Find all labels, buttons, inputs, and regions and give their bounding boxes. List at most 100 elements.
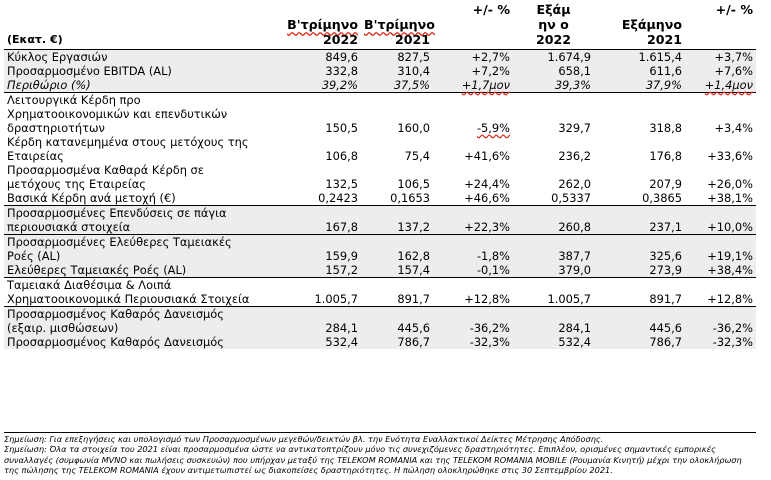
- cell-value: 1.005,7: [261, 277, 361, 307]
- table-row: Προσαρμοσμένες Επενδύσεις σε πάγια περιο…: [4, 205, 756, 235]
- table-row: Ταμειακά Διαθέσιμα & Λοιπά Χρηματοοικονο…: [4, 277, 756, 307]
- row-label: Προσαρμοσμένος Καθαρός Δανεισμός (εξαιρ.…: [4, 306, 261, 335]
- cell-value: +41,6%: [464, 149, 510, 163]
- cell-value: +1,7μον: [433, 78, 513, 93]
- row-label: Περιθώριο (%): [4, 78, 261, 93]
- cell-value: 387,7: [513, 234, 594, 263]
- row-label: Ταμειακά Διαθέσιμα & Λοιπά Χρηματοοικονο…: [4, 277, 261, 307]
- row-label: Βασικά Κέρδη ανά μετοχή (€): [7, 191, 176, 205]
- cell-value: 37,9%: [594, 78, 685, 93]
- cell-value: +2,7%: [433, 49, 513, 64]
- cell-value: 284,1: [513, 306, 594, 335]
- cell-value: 167,8: [261, 205, 361, 235]
- cell-value: +12,8%: [433, 277, 513, 307]
- table-row: Ελεύθερες Ταμειακές Ροές (AL) 157,2 157,…: [4, 263, 756, 278]
- row-label: Προσαρμοσμένες Ελεύθερες Ταμειακές Ροές …: [4, 234, 261, 263]
- cell-value: 260,8: [513, 205, 594, 235]
- cell-value: 37,5%: [361, 78, 433, 93]
- cell-value: 237,1: [594, 205, 685, 235]
- cell-value: 849,6: [261, 49, 361, 64]
- table-row: Λειτουργικά Κέρδη προ Χρηματοοικονομικών…: [4, 92, 756, 135]
- cell-value: 176,8: [649, 149, 682, 163]
- cell-value: 137,2: [361, 205, 433, 235]
- cell-value: -1,8%: [433, 234, 513, 263]
- cell-value: 1.005,7: [513, 277, 594, 307]
- header-row: (Εκατ. €) Β'τρίμηνο 2022 Β'τρίμηνο 2021 +/…: [4, 2, 756, 50]
- cell-value: 106,5: [397, 177, 430, 191]
- table-row: Κύκλος Εργασιών 849,6 827,5 +2,7% 1.674,…: [4, 49, 756, 64]
- cell-value: +19,1%: [685, 234, 756, 263]
- table-row: Προσαρμοσμένος Καθαρός Δανεισμός (εξαιρ.…: [4, 306, 756, 335]
- cell-value: +7,6%: [685, 64, 756, 78]
- table-row: Κέρδη κατανεμημένα στους μετόχους της Ετ…: [4, 135, 756, 163]
- cell-value: 0,2423: [318, 191, 358, 205]
- row-label: Ελεύθερες Ταμειακές Ροές (AL): [4, 263, 261, 278]
- col-header-h-change: +/- %: [685, 2, 756, 50]
- cell-value: 39,3%: [513, 78, 594, 93]
- cell-value: 332,8: [261, 64, 361, 78]
- cell-value: -32,3%: [685, 335, 756, 349]
- cell-value: 1.674,9: [513, 49, 594, 64]
- cell-value: 106,8: [325, 149, 358, 163]
- cell-value: +3,7%: [685, 49, 756, 64]
- cell-value: +26,0%: [707, 177, 753, 191]
- cell-value: -32,3%: [433, 335, 513, 349]
- cell-value: +12,8%: [685, 277, 756, 307]
- cell-value: +3,4%: [685, 92, 756, 135]
- cell-value: +7,2%: [433, 64, 513, 78]
- table-row: Προσαρμοσμένος Καθαρός Δανεισμός 532,4 7…: [4, 335, 756, 349]
- row-label: Προσαρμοσμένος Καθαρός Δανεισμός: [4, 335, 261, 349]
- cell-value: 786,7: [594, 335, 685, 349]
- cell-value: 445,6: [594, 306, 685, 335]
- cell-value: 39,2%: [261, 78, 361, 93]
- cell-value: +22,3%: [433, 205, 513, 235]
- row-label: Λειτουργικά Κέρδη προ Χρηματοοικονομικών…: [4, 92, 261, 135]
- col-header-q2-2021: Β'τρίμηνο 2021: [361, 2, 435, 50]
- footnote: Σημείωση: Για επεξηγήσεις και υπολογισμό…: [4, 434, 604, 444]
- cell-value: 273,9: [594, 263, 685, 278]
- cell-value: +46,6%: [464, 191, 510, 205]
- cell-value: -36,2%: [685, 306, 756, 335]
- table-row: Προσαρμοσμένες Ελεύθερες Ταμειακές Ροές …: [4, 234, 756, 263]
- footnotes: Σημείωση: Για επεξηγήσεις και υπολογισμό…: [4, 432, 756, 475]
- cell-value: 318,8: [594, 92, 685, 135]
- cell-value: 0,3865: [642, 191, 682, 205]
- cell-value: +24,4%: [464, 177, 510, 191]
- cell-value: -5,9%: [433, 92, 513, 135]
- unit-label: (Εκατ. €): [4, 2, 261, 50]
- cell-value: 150,5: [261, 92, 361, 135]
- row-label: Κύκλος Εργασιών: [4, 49, 261, 64]
- col-header-q-change: +/- %: [433, 2, 513, 50]
- cell-value: 329,7: [513, 92, 594, 135]
- cell-value: -0,1%: [433, 263, 513, 278]
- cell-value: +38,4%: [685, 263, 756, 278]
- cell-value: +38,1%: [707, 191, 753, 205]
- cell-value: 75,4: [404, 149, 430, 163]
- col-header-q2-2022: Β'τρίμηνο 2022: [261, 2, 361, 50]
- financial-table: (Εκατ. €) Β'τρίμηνο 2022 Β'τρίμηνο 2021 +/…: [4, 2, 756, 349]
- cell-value: 827,5: [361, 49, 433, 64]
- cell-value: +1,4μον: [685, 78, 756, 93]
- cell-value: 0,5337: [551, 191, 591, 205]
- footnote: Σημείωση: Όλα τα στοιχεία του 2021 είναι…: [4, 444, 742, 475]
- cell-value: 1.615,4: [594, 49, 685, 64]
- cell-value: -36,2%: [433, 306, 513, 335]
- table-row: Προσαρμοσμένο EBITDA (AL) 332,8 310,4 +7…: [4, 64, 756, 78]
- cell-value: 0,1653: [390, 191, 430, 205]
- col-header-h1-2022: Εξάμην ο 2022: [513, 2, 594, 50]
- cell-value: 532,4: [261, 335, 361, 349]
- cell-value: 786,7: [361, 335, 433, 349]
- table-row: Προσαρμοσμένα Καθαρά Κέρδη σε μετόχους τ…: [4, 163, 756, 191]
- cell-value: 445,6: [361, 306, 433, 335]
- cell-value: 157,2: [261, 263, 361, 278]
- cell-value: 284,1: [261, 306, 361, 335]
- cell-value: 891,7: [594, 277, 685, 307]
- cell-value: 132,5: [325, 177, 358, 191]
- cell-value: 379,0: [513, 263, 594, 278]
- row-label: Κέρδη κατανεμημένα στους μετόχους της Ετ…: [7, 135, 249, 163]
- cell-value: 162,8: [361, 234, 433, 263]
- cell-value: 310,4: [361, 64, 433, 78]
- cell-value: 891,7: [361, 277, 433, 307]
- row-label: Προσαρμοσμένα Καθαρά Κέρδη σε μετόχους τ…: [7, 163, 204, 191]
